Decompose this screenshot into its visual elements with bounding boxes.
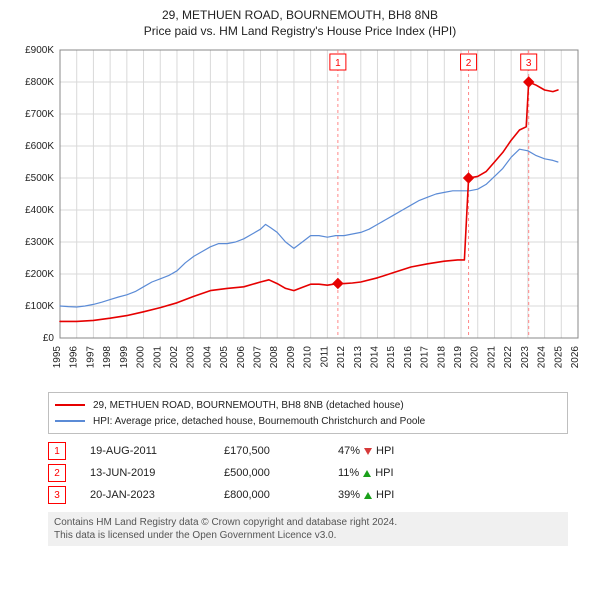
x-tick-label: 2021 (486, 346, 497, 369)
sales-row: 3 20-JAN-2023 £800,000 39% HPI (48, 484, 568, 506)
x-tick-label: 2010 (303, 346, 314, 369)
sale-price: £800,000 (224, 489, 314, 501)
sale-hpi-diff: 39% HPI (338, 489, 394, 501)
sale-marker-index: 3 (526, 58, 532, 69)
x-tick-label: 2006 (236, 346, 247, 369)
sale-date: 13-JUN-2019 (90, 467, 200, 479)
x-tick-label: 1999 (119, 346, 130, 369)
x-tick-label: 2024 (537, 346, 548, 369)
title-line-1: 29, METHUEN ROAD, BOURNEMOUTH, BH8 8NB (14, 8, 586, 22)
legend-row: 29, METHUEN ROAD, BOURNEMOUTH, BH8 8NB (… (55, 397, 561, 413)
sale-pct: 47% (338, 445, 360, 457)
sale-index-box: 3 (48, 486, 66, 504)
footer: Contains HM Land Registry data © Crown c… (48, 512, 568, 546)
arrow-up-icon (364, 492, 372, 499)
x-tick-label: 2004 (202, 346, 213, 369)
y-tick-label: £0 (43, 333, 55, 344)
title-line-2: Price paid vs. HM Land Registry's House … (14, 24, 586, 38)
titles: 29, METHUEN ROAD, BOURNEMOUTH, BH8 8NB P… (14, 8, 586, 38)
legend-swatch (55, 404, 85, 406)
chart-svg: £0 £100K £200K £300K £400K £500K £600K £700K £80… (14, 44, 586, 384)
x-tick-label: 2026 (570, 346, 581, 369)
x-tick-label: 2007 (253, 346, 264, 369)
sale-index-box: 1 (48, 442, 66, 460)
sale-date: 20-JAN-2023 (90, 489, 200, 501)
arrow-up-icon (363, 470, 371, 477)
x-tick-label: 2016 (403, 346, 414, 369)
chart: £0 £100K £200K £300K £400K £500K £600K £700K £80… (14, 44, 586, 384)
x-tick-label: 2019 (453, 346, 464, 369)
x-tick-label: 2001 (152, 346, 163, 369)
legend-row: HPI: Average price, detached house, Bour… (55, 413, 561, 429)
y-tick-label: £100K (25, 301, 54, 312)
sale-pct: 11% (338, 467, 359, 479)
x-tick-label: 2011 (319, 346, 330, 368)
x-tick-label: 1997 (85, 346, 96, 369)
x-tick-label: 2014 (369, 346, 380, 369)
x-tick-label: 2005 (219, 346, 230, 369)
footer-line-2: This data is licensed under the Open Gov… (54, 529, 562, 542)
sale-marker-index: 1 (335, 58, 341, 69)
legend-label: 29, METHUEN ROAD, BOURNEMOUTH, BH8 8NB (… (93, 400, 404, 411)
footer-line-1: Contains HM Land Registry data © Crown c… (54, 516, 562, 529)
y-tick-label: £900K (25, 45, 54, 56)
legend-label: HPI: Average price, detached house, Bour… (93, 416, 425, 427)
sale-index-box: 2 (48, 464, 66, 482)
y-tick-label: £500K (25, 173, 54, 184)
x-tick-label: 2013 (353, 346, 364, 369)
sale-date: 19-AUG-2011 (90, 445, 200, 457)
legend: 29, METHUEN ROAD, BOURNEMOUTH, BH8 8NB (… (48, 392, 568, 434)
x-tick-label: 2020 (470, 346, 481, 369)
sale-price: £500,000 (224, 467, 314, 479)
sale-hpi-suffix: HPI (376, 445, 394, 457)
x-tick-label: 2015 (386, 346, 397, 369)
x-tick-label: 2008 (269, 346, 280, 369)
sales-row: 2 13-JUN-2019 £500,000 11% HPI (48, 462, 568, 484)
sales-table: 1 19-AUG-2011 £170,500 47% HPI 2 13-JUN-2019 £5… (48, 440, 568, 506)
sale-marker-index: 2 (466, 58, 472, 69)
x-tick-label: 2022 (503, 346, 514, 369)
x-tick-label: 2003 (186, 346, 197, 369)
sales-row: 1 19-AUG-2011 £170,500 47% HPI (48, 440, 568, 462)
page: 29, METHUEN ROAD, BOURNEMOUTH, BH8 8NB P… (0, 0, 600, 590)
x-tick-label: 2023 (520, 346, 531, 369)
sale-hpi-diff: 11% HPI (338, 467, 394, 479)
sale-hpi-suffix: HPI (376, 489, 394, 501)
sale-hpi-diff: 47% HPI (338, 445, 394, 457)
x-tick-label: 2018 (436, 346, 447, 369)
x-tick-label: 2012 (336, 346, 347, 369)
x-tick-label: 1995 (52, 346, 63, 369)
y-tick-label: £200K (25, 269, 54, 280)
y-tick-label: £800K (25, 77, 54, 88)
x-tick-label: 2025 (553, 346, 564, 369)
legend-swatch (55, 420, 85, 422)
y-tick-label: £300K (25, 237, 54, 248)
x-tick-label: 2017 (420, 346, 431, 369)
x-tick-label: 2009 (286, 346, 297, 369)
x-tick-label: 1996 (69, 346, 80, 369)
y-tick-label: £600K (25, 141, 54, 152)
x-tick-label: 1998 (102, 346, 113, 369)
arrow-down-icon (364, 448, 372, 455)
y-tick-label: £700K (25, 109, 54, 120)
x-tick-label: 2002 (169, 346, 180, 369)
sale-price: £170,500 (224, 445, 314, 457)
sale-hpi-suffix: HPI (375, 467, 393, 479)
sale-pct: 39% (338, 489, 360, 501)
y-tick-label: £400K (25, 205, 54, 216)
x-tick-label: 2000 (136, 346, 147, 369)
